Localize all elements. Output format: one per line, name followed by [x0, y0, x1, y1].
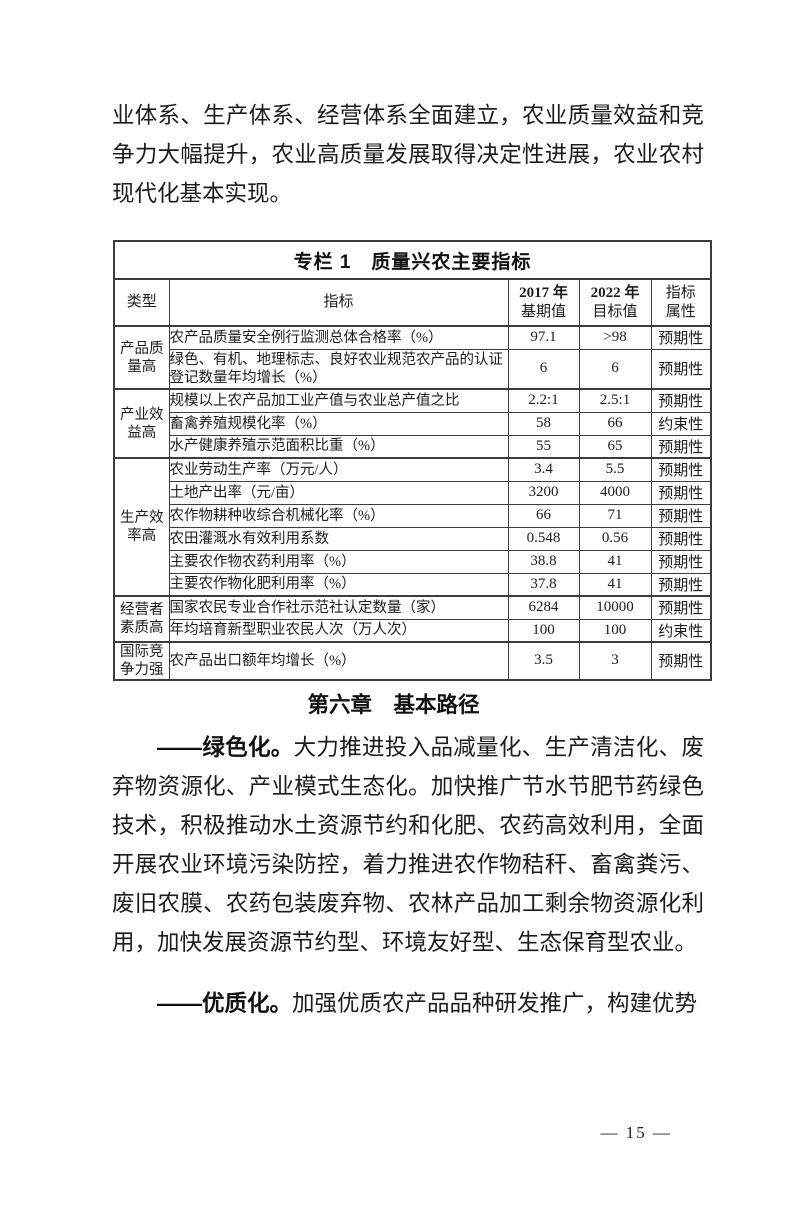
target-value-cell: 0.56: [578, 526, 652, 551]
indicator-cell: 农产品出口额年均增长（%）: [168, 640, 509, 680]
table-row: 产品质量高 农产品质量安全例行监测总体合格率（%） 97.1 >98 预期性: [113, 325, 712, 390]
base-value-cell: 38.8: [507, 549, 580, 574]
indicator-cell: 农田灌溉水有效利用系数: [168, 526, 509, 551]
table-row: 生产效率高 农业劳动生产率（万元/人） 3.4 5.5 预期性: [113, 457, 712, 597]
indicator-cell: 主要农作物化肥利用率（%）: [168, 572, 509, 597]
attribute-cell: 预期性: [650, 480, 712, 505]
header-2017-base: 2017 年 基期值: [507, 278, 580, 327]
target-value-cell: 3: [578, 640, 652, 680]
header-attribute: 指标 属性: [650, 278, 712, 327]
attribute-cell: 约束性: [650, 411, 712, 436]
table-row: 经营者素质高 国家农民专业合作社示范社认定数量（家） 6284 10000 预期…: [113, 595, 712, 642]
table-title-row: 专栏 1 质量兴农主要指标: [113, 240, 712, 280]
indicator-cell: 畜禽养殖规模化率（%）: [168, 411, 509, 436]
header-type: 类型: [113, 278, 170, 327]
paragraph-green-text: 大力推进投入品减量化、生产清洁化、废弃物资源化、产业模式生态化。加快推广节水节肥…: [112, 734, 704, 955]
header-2022-label: 目标值: [592, 303, 638, 320]
indicator-cell: 年均培育新型职业农民人次（万人次）: [168, 618, 509, 642]
base-value-cell: 2.2:1: [507, 388, 580, 413]
table-row: 绿色、有机、地理标志、良好农业规范农产品的认证登记数量年均增长（%） 6 6 预…: [114, 348, 712, 390]
base-value-cell: 55: [507, 434, 580, 459]
target-value-cell: 71: [578, 503, 652, 528]
attribute-cell: 预期性: [650, 457, 712, 482]
attribute-cell: 预期性: [650, 325, 712, 350]
header-2022-target: 2022 年 目标值: [578, 278, 652, 327]
attribute-cell: 预期性: [650, 595, 712, 620]
indicator-table: 专栏 1 质量兴农主要指标 类型 指标 2017 年 基期值 2022 年 目标…: [113, 240, 713, 681]
header-attr-line2: 属性: [665, 303, 696, 320]
table-row: 产业效益高 规模以上农产品加工业产值与农业总产值之比 2.2:1 2.5:1 预…: [113, 388, 712, 459]
base-value-cell: 58: [507, 411, 580, 436]
base-value-cell: 97.1: [507, 325, 580, 350]
table-row: 畜禽养殖规模化率（%） 58 66 约束性: [114, 411, 712, 436]
base-value-cell: 3.5: [507, 640, 580, 680]
category-cell: 经营者素质高: [113, 595, 170, 642]
category-cell: 产品质量高: [113, 325, 170, 390]
attribute-cell: 预期性: [650, 348, 712, 390]
category-cell: 国际竞争力强: [113, 640, 170, 680]
header-2022-year: 2022 年: [590, 284, 640, 301]
table-row: 土地产出率（元/亩） 3200 4000 预期性: [114, 480, 712, 505]
indicator-cell: 规模以上农产品加工业产值与农业总产值之比: [168, 388, 509, 413]
table-row: 年均培育新型职业农民人次（万人次） 100 100 约束性: [114, 618, 712, 642]
paragraph-quality-text: 加强优质农产品品种研发推广，构建优势: [292, 991, 698, 1016]
indicator-cell: 水产健康养殖示范面积比重（%）: [168, 434, 509, 459]
target-value-cell: 41: [578, 572, 652, 597]
attribute-cell: 预期性: [650, 503, 712, 528]
table-row: 水产健康养殖示范面积比重（%） 55 65 预期性: [114, 434, 712, 459]
base-value-cell: 6284: [507, 595, 580, 620]
paragraph-quality-lead: ——优质化。: [157, 991, 293, 1016]
target-value-cell: 100: [578, 618, 652, 642]
target-value-cell: 5.5: [578, 457, 652, 482]
base-value-cell: 100: [507, 618, 580, 642]
attribute-cell: 预期性: [650, 640, 712, 680]
attribute-cell: 约束性: [650, 618, 712, 642]
target-value-cell: >98: [578, 325, 652, 350]
chapter-heading: 第六章 基本路径: [307, 692, 480, 717]
attribute-cell: 预期性: [650, 388, 712, 413]
table-row: 主要农作物农药利用率（%） 38.8 41 预期性: [114, 549, 712, 574]
base-value-cell: 0.548: [507, 526, 580, 551]
indicator-cell: 绿色、有机、地理标志、良好农业规范农产品的认证登记数量年均增长（%）: [168, 348, 509, 390]
table-row: 农作物耕种收综合机械化率（%） 66 71 预期性: [114, 503, 712, 528]
base-value-cell: 66: [507, 503, 580, 528]
paragraph-green: ——绿色化。大力推进投入品减量化、生产清洁化、废弃物资源化、产业模式生态化。加快…: [112, 728, 704, 962]
table-row: 农田灌溉水有效利用系数 0.548 0.56 预期性: [114, 526, 712, 551]
category-cell: 生产效率高: [113, 457, 170, 597]
header-2017-year: 2017 年: [519, 284, 568, 301]
target-value-cell: 41: [578, 549, 652, 574]
indicator-cell: 国家农民专业合作社示范社认定数量（家）: [168, 595, 509, 620]
table-row: 国际竞争力强 农产品出口额年均增长（%） 3.5 3 预期性: [113, 640, 712, 680]
header-attr-line1: 指标: [665, 284, 696, 301]
target-value-cell: 65: [578, 434, 652, 459]
category-cell: 产业效益高: [113, 388, 170, 459]
table-row: 主要农作物化肥利用率（%） 37.8 41 预期性: [114, 572, 712, 597]
base-value-cell: 37.8: [507, 572, 580, 597]
target-value-cell: 4000: [578, 480, 652, 505]
paragraph-green-lead: ——绿色化。: [157, 734, 294, 760]
intro-paragraph: 业体系、生产体系、经营体系全面建立，农业质量效益和竞争力大幅提升，农业高质量发展…: [112, 103, 704, 206]
base-value-cell: 3200: [507, 480, 580, 505]
page-number: — 15 —: [600, 1123, 672, 1142]
target-value-cell: 66: [578, 411, 652, 436]
table-header-row: 类型 指标 2017 年 基期值 2022 年 目标值 指标 属性: [113, 278, 712, 327]
target-value-cell: 6: [578, 348, 652, 390]
base-value-cell: 3.4: [507, 457, 580, 482]
base-value-cell: 6: [507, 348, 580, 390]
indicator-cell: 土地产出率（元/亩）: [168, 480, 509, 505]
attribute-cell: 预期性: [650, 526, 712, 551]
target-value-cell: 2.5:1: [578, 388, 652, 413]
paragraph-quality: ——优质化。加强优质农产品品种研发推广，构建优势: [112, 984, 704, 1023]
header-2017-label: 基期值: [520, 303, 566, 320]
indicator-cell: 主要农作物农药利用率（%）: [168, 549, 509, 574]
attribute-cell: 预期性: [650, 572, 712, 597]
header-indicator: 指标: [168, 278, 509, 327]
target-value-cell: 10000: [578, 595, 652, 620]
attribute-cell: 预期性: [650, 549, 712, 574]
indicator-cell: 农作物耕种收综合机械化率（%）: [168, 503, 509, 528]
indicator-cell: 农业劳动生产率（万元/人）: [168, 457, 509, 482]
attribute-cell: 预期性: [650, 434, 712, 459]
indicator-cell: 农产品质量安全例行监测总体合格率（%）: [168, 325, 509, 350]
table-title: 专栏 1 质量兴农主要指标: [113, 240, 712, 280]
